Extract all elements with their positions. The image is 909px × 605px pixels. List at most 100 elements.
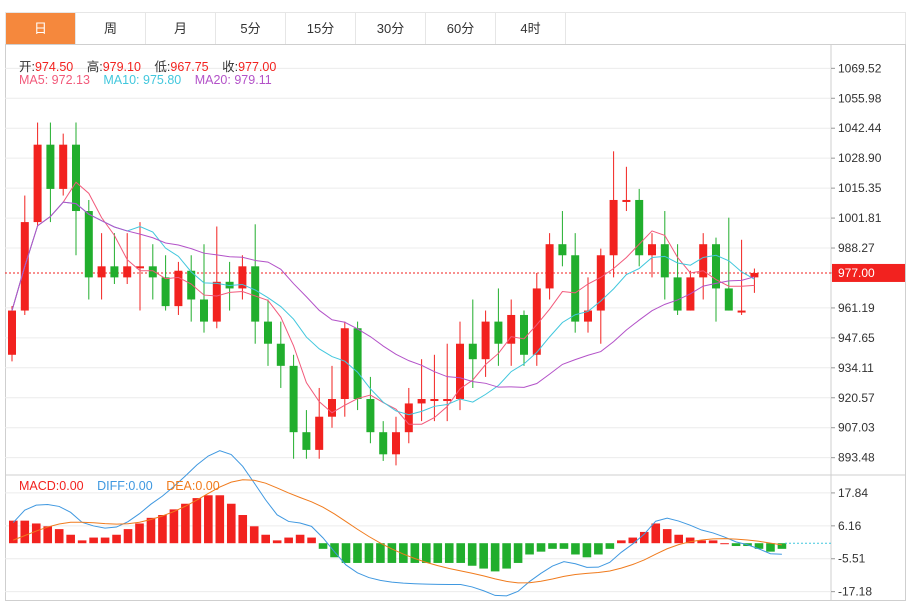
candle-down xyxy=(494,321,503,344)
tab-day[interactable]: 日 xyxy=(6,13,76,44)
chart-area[interactable]: 1069.52 1055.98 1042.44 1028.90 1015.35 1001.… xyxy=(5,44,906,605)
ma20-line xyxy=(11,201,755,388)
period-tabs: 日 周 月 5分 15分 30分 60分 4时 xyxy=(5,12,906,45)
macd-bar-positive xyxy=(66,534,75,544)
macd-bar-negative xyxy=(364,543,374,563)
macd-bar-positive xyxy=(639,531,649,544)
candle-up xyxy=(136,266,144,269)
diff-value: 0.00 xyxy=(128,479,153,493)
tab-4hour[interactable]: 4时 xyxy=(496,13,566,44)
macd-bar-positive xyxy=(43,526,53,544)
macd-bar-positive xyxy=(708,540,718,544)
candle-down xyxy=(46,144,55,189)
ma20-value: 979.11 xyxy=(234,73,272,87)
candle-down xyxy=(276,343,285,366)
macd-bar-positive xyxy=(662,529,672,544)
candle-down xyxy=(187,270,196,300)
price-tick-label: 920.57 xyxy=(838,391,875,405)
close-value: 977.00 xyxy=(238,60,277,74)
price-tick-label: 961.19 xyxy=(838,301,875,315)
candle-up xyxy=(328,399,336,417)
candle-down xyxy=(379,432,388,455)
candle-up xyxy=(737,310,746,313)
candle-down xyxy=(148,266,157,278)
tab-5min[interactable]: 5分 xyxy=(216,13,286,44)
macd-bar-negative xyxy=(444,543,454,563)
low-label: 低: xyxy=(154,60,171,74)
candle-up xyxy=(8,310,16,355)
tab-month[interactable]: 月 xyxy=(146,13,216,44)
macd-bar-negative xyxy=(479,543,488,569)
candle-down xyxy=(724,288,733,311)
price-tick-label: 934.11 xyxy=(838,361,874,375)
macd-bar-positive xyxy=(685,537,695,544)
candle-up xyxy=(123,266,132,278)
candle-down xyxy=(673,277,682,311)
ma-readout: MA5: 972.13 MA10: 975.80 MA20: 979.11 xyxy=(19,73,282,87)
macd-label: MACD: xyxy=(19,479,60,493)
candle-down xyxy=(200,299,208,322)
candle-up xyxy=(59,144,68,189)
macd-bar-positive xyxy=(146,517,156,544)
price-tick-label: 907.03 xyxy=(838,421,875,435)
macd-bar-negative xyxy=(433,543,443,563)
macd-bar-positive xyxy=(261,534,270,544)
macd-bar-negative xyxy=(754,543,764,549)
tab-30min[interactable]: 30分 xyxy=(356,13,426,44)
macd-tick-label: 17.84 xyxy=(838,486,868,500)
price-tick-label: 1001.81 xyxy=(838,211,882,225)
chart-frame xyxy=(5,44,906,601)
candle-up xyxy=(596,255,605,311)
macd-bar-negative xyxy=(594,543,603,555)
macd-bar-negative xyxy=(318,543,328,549)
candle-up xyxy=(33,144,42,223)
candle-down xyxy=(712,244,720,289)
tab-week[interactable]: 周 xyxy=(76,13,146,44)
candle-up xyxy=(584,310,592,322)
macd-bar-positive xyxy=(31,523,41,544)
macd-bar-positive xyxy=(192,498,202,544)
macd-bar-positive xyxy=(226,503,236,544)
tab-15min[interactable]: 15分 xyxy=(286,13,356,44)
macd-bar-positive xyxy=(617,540,626,544)
diff-label: DIFF: xyxy=(97,479,129,493)
macd-bar-negative xyxy=(513,543,523,563)
macd-bar-positive xyxy=(9,520,18,544)
macd-bar-positive xyxy=(20,520,30,544)
current-price-badge xyxy=(832,263,905,282)
candle-down xyxy=(110,266,119,278)
macd-bar-negative xyxy=(525,543,534,555)
macd-bar-negative xyxy=(387,543,397,563)
candle-up xyxy=(545,244,554,289)
dea-value: 0.00 xyxy=(195,479,220,493)
ohlc-readout: 开:974.50 高:979.10 低:967.75 收:977.00 xyxy=(19,56,286,75)
candle-up xyxy=(750,272,759,278)
high-label: 高: xyxy=(86,60,103,74)
price-tick-label: 988.27 xyxy=(838,241,875,255)
candle-down xyxy=(161,277,170,307)
candle-down xyxy=(660,244,669,278)
tab-60min[interactable]: 60分 xyxy=(426,13,496,44)
high-value: 979.10 xyxy=(102,60,141,74)
candle-down xyxy=(571,255,580,322)
candle-up xyxy=(97,266,106,278)
macd-tick-label: -17.18 xyxy=(838,585,872,599)
candle-down xyxy=(289,365,298,433)
macd-bar-positive xyxy=(295,534,305,544)
macd-bar-positive xyxy=(135,523,144,544)
candle-up xyxy=(315,416,324,450)
macd-bar-negative xyxy=(731,543,741,547)
open-label: 开: xyxy=(19,60,35,74)
candle-down xyxy=(72,144,80,212)
price-tick-label: 947.65 xyxy=(838,331,875,345)
macd-bar-negative xyxy=(571,543,580,555)
macd-bar-negative xyxy=(548,543,557,549)
candle-down xyxy=(366,399,375,433)
candle-up xyxy=(340,328,349,400)
price-tick-label: 893.48 xyxy=(838,451,875,465)
macd-bar-negative xyxy=(341,543,351,563)
candle-up xyxy=(456,343,464,400)
candle-up xyxy=(392,432,400,455)
macd-bar-positive xyxy=(77,540,87,544)
macd-bar-positive xyxy=(272,540,282,544)
